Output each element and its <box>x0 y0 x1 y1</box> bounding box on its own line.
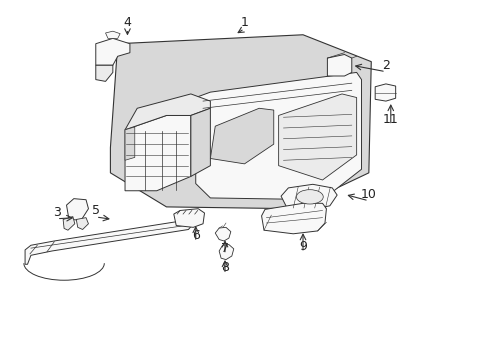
Polygon shape <box>105 31 120 39</box>
Polygon shape <box>125 116 190 191</box>
Polygon shape <box>374 84 395 101</box>
Text: 11: 11 <box>382 113 398 126</box>
Polygon shape <box>281 184 336 210</box>
Polygon shape <box>195 72 361 200</box>
Polygon shape <box>219 244 233 260</box>
Text: 10: 10 <box>360 188 376 201</box>
Text: 6: 6 <box>191 229 199 242</box>
Polygon shape <box>278 94 356 180</box>
Polygon shape <box>210 108 273 164</box>
Polygon shape <box>190 108 210 176</box>
Polygon shape <box>66 199 88 220</box>
Polygon shape <box>63 217 75 230</box>
Polygon shape <box>173 209 204 227</box>
Text: 5: 5 <box>92 204 100 217</box>
Polygon shape <box>96 39 130 65</box>
Text: 2: 2 <box>381 59 389 72</box>
Polygon shape <box>110 35 370 209</box>
Text: 9: 9 <box>299 240 306 253</box>
Polygon shape <box>261 203 326 234</box>
Text: 8: 8 <box>221 261 228 274</box>
Text: 1: 1 <box>240 16 248 29</box>
Ellipse shape <box>296 190 323 204</box>
Polygon shape <box>125 94 210 130</box>
Polygon shape <box>25 220 193 264</box>
Polygon shape <box>96 65 113 81</box>
Text: 4: 4 <box>123 16 131 29</box>
Polygon shape <box>327 54 351 76</box>
Text: 7: 7 <box>221 242 228 255</box>
Polygon shape <box>215 227 230 241</box>
Polygon shape <box>76 218 88 229</box>
Text: 3: 3 <box>53 206 61 219</box>
Polygon shape <box>125 127 135 160</box>
